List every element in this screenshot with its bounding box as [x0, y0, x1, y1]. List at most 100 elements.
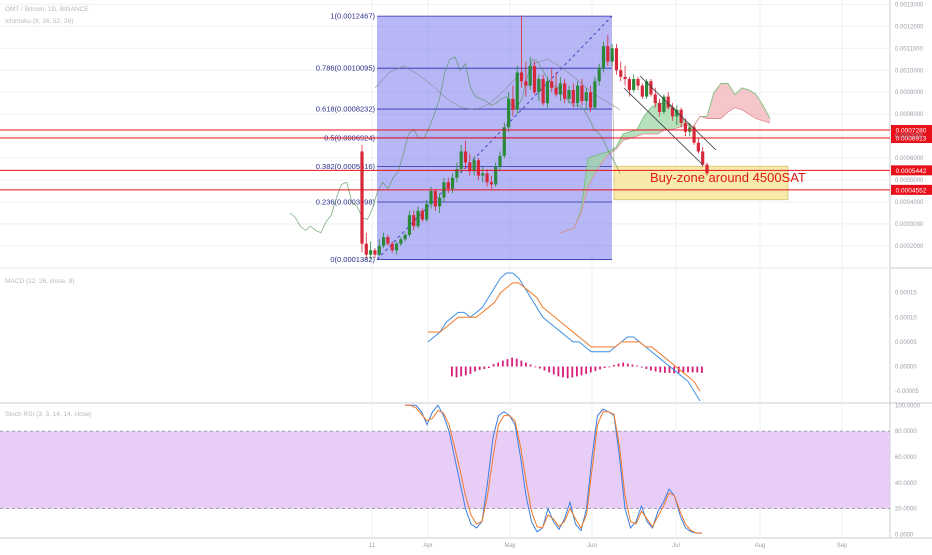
macd-histogram-bar	[464, 366, 467, 376]
candle-body	[632, 79, 636, 91]
candle-body	[701, 151, 705, 165]
stoch-rsi-panel: 100.0000 80.0000 60.0000 40.0000 20.0000 0.00…	[0, 403, 921, 538]
cloud-segment	[714, 83, 721, 119]
stoch-k-line	[405, 404, 702, 534]
macd-tick-label: 0.00010	[895, 315, 917, 321]
macd-histogram-bar	[483, 366, 486, 369]
candle-body	[563, 83, 567, 99]
candle-body	[580, 85, 584, 101]
macd-histogram-bar	[562, 366, 564, 378]
price-tick-label: 0.0006000	[895, 156, 924, 162]
candle-body	[627, 79, 631, 91]
candle-body	[537, 79, 541, 93]
price-level-tag	[891, 124, 932, 135]
price-tick-label: 0.0010000	[895, 68, 924, 74]
candle-body	[683, 122, 688, 132]
candle-body	[515, 72, 519, 110]
fib-level-label: 0.236(0.0003998)	[316, 198, 376, 207]
macd-histogram-bar	[682, 366, 685, 373]
date-tick-label: Sep	[837, 543, 848, 549]
date-tick-label: Aug	[755, 543, 766, 549]
candle-body	[476, 160, 481, 176]
macd-tick-label: 0.00005	[895, 340, 917, 346]
candle-body	[670, 107, 675, 117]
macd-signal-line	[428, 282, 701, 392]
buy-zone-label: Buy-zone around 4500SAT	[650, 170, 806, 185]
candle-body	[429, 191, 433, 205]
stoch-tick-label: 80.0000	[895, 429, 917, 435]
base-line	[374, 58, 621, 111]
macd-histogram-bar	[622, 362, 625, 367]
candle-body	[696, 142, 700, 152]
candle-body	[554, 87, 558, 95]
cloud-segment	[644, 107, 651, 134]
stoch-label: Stoch RSI (3, 3, 14, 14, close)	[5, 411, 92, 418]
cloud-segment	[721, 83, 728, 119]
candle-body	[377, 245, 381, 255]
macd-histogram-bar	[599, 366, 601, 370]
candle-body	[498, 155, 502, 167]
macd-histogram-bar	[557, 366, 560, 377]
macd-histogram-bar	[687, 366, 689, 373]
macd-label: MACD (12, 26, close, 9)	[5, 278, 74, 285]
candle-body	[373, 250, 377, 255]
macd-tick-label: 0.00000	[895, 365, 917, 371]
macd-histogram-bar	[492, 364, 495, 367]
candle-body	[606, 46, 610, 62]
price-tick-label: 0.0003000	[895, 222, 924, 228]
candle-body	[532, 65, 537, 93]
cloud-segment	[756, 94, 763, 121]
macd-histogram-bar	[538, 366, 541, 369]
candle-body	[381, 237, 386, 246]
macd-histogram-bar	[525, 362, 527, 367]
fib-level-label: 1(0.0012467)	[330, 12, 375, 21]
price-tick-label: 0.0012000	[895, 24, 924, 30]
candle-body	[571, 90, 575, 104]
candle-body	[463, 151, 468, 163]
stoch-tick-label: 0.0000	[895, 532, 914, 538]
candle-body	[528, 65, 532, 86]
fib-level-label: 0.382(0.0005616)	[316, 162, 376, 171]
macd-histogram-bar	[515, 358, 518, 367]
macd-histogram-bar	[654, 366, 657, 372]
candle-body	[619, 70, 623, 77]
macd-histogram-bar	[497, 362, 500, 367]
candle-body	[576, 85, 580, 104]
buy-zone-box	[613, 165, 789, 201]
cloud-segment	[609, 147, 616, 154]
macd-histogram-bar	[478, 366, 481, 370]
date-tick-label: 11	[369, 543, 376, 549]
candle-body	[705, 164, 709, 174]
stoch-tick-label: 20.0000	[895, 507, 917, 513]
candle-body	[614, 48, 619, 71]
candle-body	[446, 182, 450, 189]
cloud-segment	[595, 153, 602, 174]
ichimoku-label: Ichimoku (9, 26, 52, 26)	[5, 18, 73, 25]
macd-histogram-bar	[534, 366, 537, 368]
macd-histogram-bar	[576, 366, 578, 377]
macd-histogram-bar	[520, 360, 523, 367]
macd-histogram-bar	[640, 366, 643, 368]
candle-body	[584, 92, 588, 101]
candle-body	[558, 83, 562, 95]
candle-body	[489, 182, 493, 185]
candle-body	[416, 210, 420, 227]
fib-level-label: 0.618(0.0008232)	[316, 105, 376, 114]
buy-zone-rect	[613, 165, 789, 201]
price-tick-label: 0.0009000	[895, 90, 924, 96]
channel-lower-line	[623, 87, 704, 166]
macd-histogram-bar	[701, 366, 703, 373]
macd-histogram-bar	[691, 366, 694, 373]
macd-histogram-bar	[668, 366, 671, 373]
candle-body	[420, 210, 424, 220]
date-tick-label: May	[504, 543, 515, 549]
macd-histogram-bar	[589, 366, 592, 373]
price-level-tag	[891, 165, 932, 176]
price-tick-label: 0.0005000	[895, 178, 924, 184]
candle-body	[502, 127, 506, 156]
candle-body	[662, 96, 666, 112]
candle-body	[407, 215, 412, 235]
macd-histogram-bar	[608, 366, 611, 368]
price-level-tag-label: 0.0004552	[896, 187, 927, 194]
